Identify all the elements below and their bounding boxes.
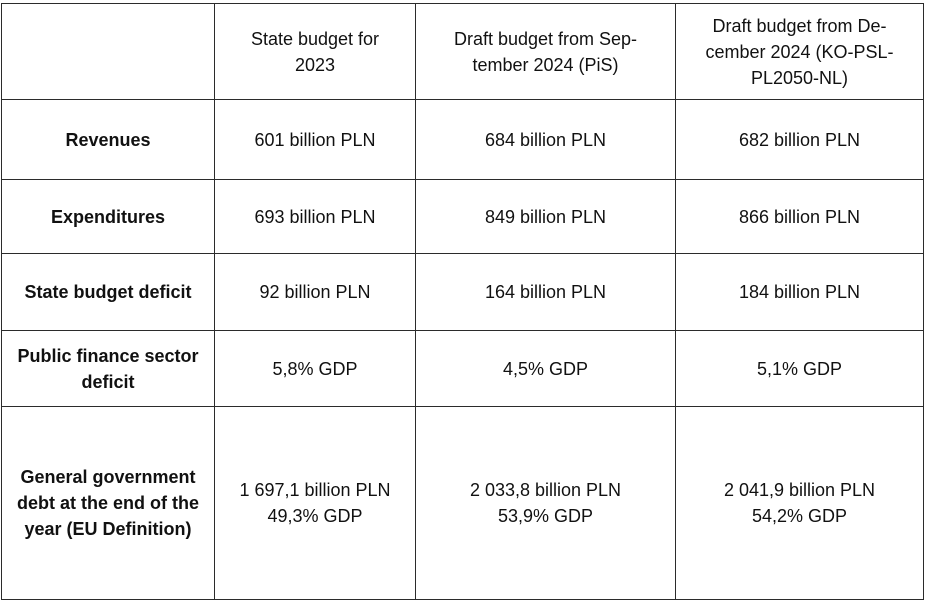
header-line: State budget for: [250, 28, 380, 49]
header-line: tember 2024 (PiS): [472, 54, 619, 75]
header-line: Draft budget from Sep-: [453, 28, 638, 49]
cell-value: 684 billion PLN: [415, 99, 676, 180]
cell-value: 164 billion PLN: [415, 253, 676, 331]
cell-value: 92 billion PLN: [214, 253, 416, 331]
header-line: Draft budget from De-: [712, 15, 887, 36]
row-label-general-government-debt: General government debt at the end of th…: [1, 406, 215, 600]
table-header-row: State budget for 2023 Draft budget from …: [1, 3, 924, 100]
value-line: 2 033,8 billion PLN: [469, 480, 622, 500]
label-line: General government: [20, 467, 196, 487]
table-row: General government debt at the end of th…: [1, 406, 924, 600]
cell-value: 866 billion PLN: [675, 179, 924, 254]
label-line: debt at the end of the: [17, 493, 199, 513]
row-label-state-budget-deficit: State budget deficit: [1, 253, 215, 331]
header-state-budget-2023: State budget for 2023: [214, 3, 416, 100]
cell-value: 4,5% GDP: [415, 330, 676, 407]
cell-value: 1 697,1 billion PLN 49,3% GDP: [214, 406, 416, 600]
cell-value: 5,1% GDP: [675, 330, 924, 407]
budget-comparison-table-container: State budget for 2023 Draft budget from …: [1, 3, 924, 600]
cell-value: 601 billion PLN: [214, 99, 416, 180]
cell-value: 693 billion PLN: [214, 179, 416, 254]
cell-value: 849 billion PLN: [415, 179, 676, 254]
row-label-public-finance-sector-deficit: Public finance sector deficit: [1, 330, 215, 407]
cell-value: 682 billion PLN: [675, 99, 924, 180]
value-line: 1 697,1 billion PLN: [239, 480, 391, 500]
header-line: PL2050-NL): [750, 67, 849, 88]
table-row: Expenditures 693 billion PLN 849 billion…: [1, 179, 924, 254]
value-line: 53,9% GDP: [497, 506, 594, 526]
label-line: deficit: [81, 371, 135, 392]
value-line: 54,2% GDP: [751, 506, 848, 526]
label-line: Public finance sector: [17, 345, 199, 366]
value-line: 2 041,9 billion PLN: [723, 480, 876, 500]
cell-value: 184 billion PLN: [675, 253, 924, 331]
cell-value: 2 041,9 billion PLN 54,2% GDP: [675, 406, 924, 600]
budget-comparison-table: State budget for 2023 Draft budget from …: [1, 3, 924, 600]
cell-value: 2 033,8 billion PLN 53,9% GDP: [415, 406, 676, 600]
table-row: Public finance sector deficit 5,8% GDP 4…: [1, 330, 924, 407]
header-corner-cell: [1, 3, 215, 100]
header-line: cember 2024 (KO-PSL-: [705, 41, 894, 62]
label-line: year (EU Definition): [24, 519, 192, 539]
cell-value: 5,8% GDP: [214, 330, 416, 407]
value-line: 49,3% GDP: [267, 506, 363, 526]
header-line: 2023: [294, 54, 336, 75]
row-label-revenues: Revenues: [1, 99, 215, 180]
table-row: Revenues 601 billion PLN 684 billion PLN…: [1, 99, 924, 180]
row-label-expenditures: Expenditures: [1, 179, 215, 254]
header-draft-december-2024: Draft budget from De- cember 2024 (KO-PS…: [675, 3, 924, 100]
header-draft-september-2024: Draft budget from Sep- tember 2024 (PiS): [415, 3, 676, 100]
table-row: State budget deficit 92 billion PLN 164 …: [1, 253, 924, 331]
